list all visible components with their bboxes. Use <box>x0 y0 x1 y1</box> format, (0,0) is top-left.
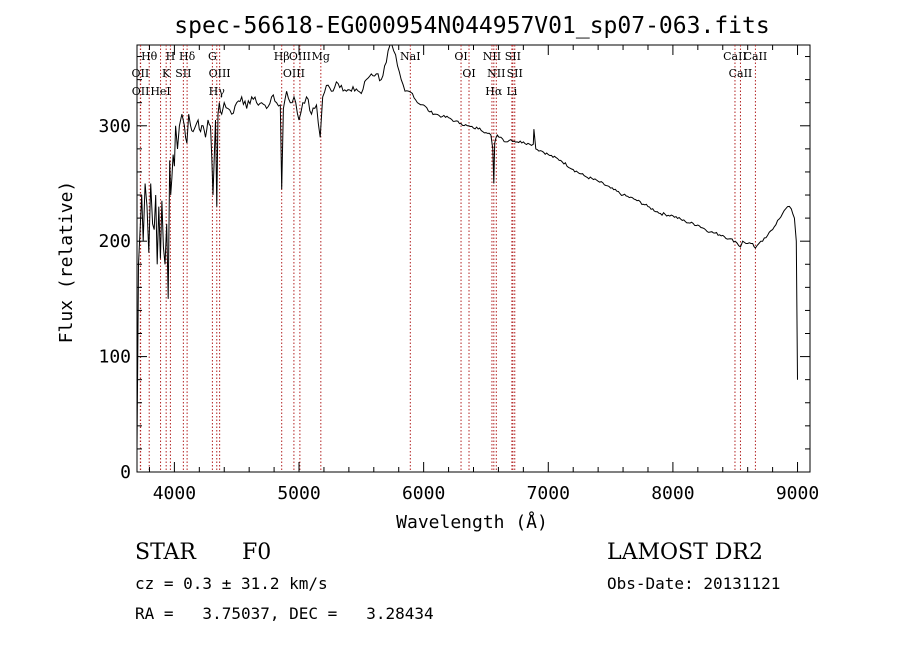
spectral-line-label: NII <box>483 50 501 63</box>
spectral-line-label: OIII <box>209 67 231 80</box>
spectral-line-label: SII <box>507 67 523 80</box>
spectral-line-label: OII <box>132 85 150 98</box>
y-axis: 0 100 200 300 <box>98 56 810 483</box>
redshift-readout: cz = 0.3 ± 31.2 km/s <box>135 574 328 593</box>
spectral-line-label: OIII <box>283 67 305 80</box>
x-axis-label: Wavelength (Å) <box>396 511 548 533</box>
y-tick-label: 0 <box>120 462 131 483</box>
x-tick-label: 9000 <box>776 483 819 504</box>
y-tick-label: 200 <box>98 231 131 252</box>
chart-title: spec-56618-EG000954N044957V01_sp07-063.f… <box>174 13 769 39</box>
spectral-line-label: NaI <box>400 50 421 63</box>
spectral-line-label: Hβ <box>274 50 290 63</box>
y-axis-label: Flux (relative) <box>56 181 77 344</box>
coordinates-readout: RA = 3.75037, DEC = 3.28434 <box>135 604 434 623</box>
y-tick-label: 100 <box>98 347 131 368</box>
spectral-line-label: OI <box>454 50 467 63</box>
spectral-line-label: CaII <box>729 67 753 80</box>
observation-date: Obs-Date: 20131121 <box>607 574 781 593</box>
spectral-line-label: Li <box>506 85 517 98</box>
x-axis: 4000 5000 6000 7000 8000 9000 <box>148 45 819 504</box>
spectral-line-label: H <box>166 50 176 63</box>
spectral-line-label: G <box>208 50 217 63</box>
spectral-line-label: SII <box>175 67 191 80</box>
survey-name: LAMOST DR2 <box>607 540 763 565</box>
x-tick-label: 8000 <box>651 483 694 504</box>
spectral-line-label: NII <box>487 67 505 80</box>
plot-frame <box>136 44 811 473</box>
spectral-line-label: K <box>162 67 171 80</box>
spectral-line-markers <box>139 45 756 472</box>
spectral-line-label: OIII <box>289 50 311 63</box>
spectral-line-label: OII <box>132 67 150 80</box>
spectral-line-label: SII <box>505 50 521 63</box>
spectral-line-label: Hθ <box>141 50 158 63</box>
spectral-line-label: CaII <box>723 50 747 63</box>
x-tick-label: 5000 <box>277 483 320 504</box>
spectral-line-label: OI <box>462 67 475 80</box>
y-tick-label: 300 <box>98 116 131 137</box>
x-tick-label: 6000 <box>402 483 445 504</box>
object-class: STAR <box>135 540 196 565</box>
spectral-line-label: Mg <box>312 50 330 63</box>
spectral-line-label: CaII <box>744 50 768 63</box>
spectrum-line <box>136 44 798 449</box>
spectral-line-label: HeI <box>150 85 170 98</box>
object-subclass: F0 <box>242 540 272 565</box>
x-tick-label: 4000 <box>153 483 196 504</box>
spectral-line-label: Hδ <box>179 50 196 63</box>
spectral-line-label: Hα <box>485 85 503 98</box>
spectral-line-label: Hγ <box>209 85 226 98</box>
x-tick-label: 7000 <box>527 483 570 504</box>
